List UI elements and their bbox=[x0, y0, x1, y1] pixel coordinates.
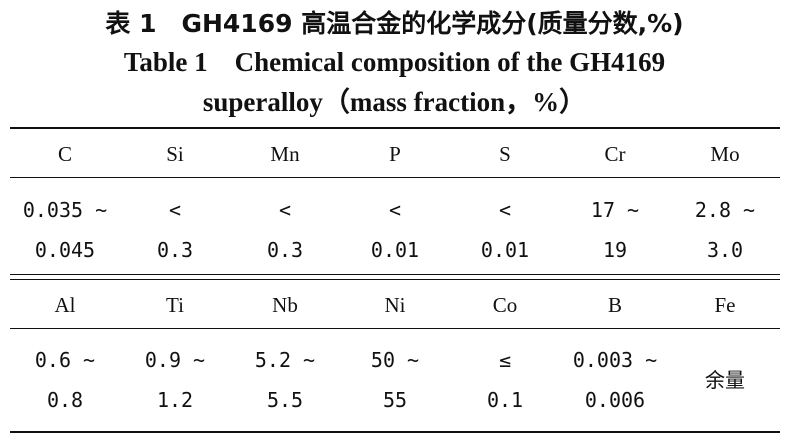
cell-line: 0.6 ~ bbox=[34, 348, 96, 372]
cell-line: 0.003 ~ bbox=[572, 348, 658, 372]
double-rule-lower bbox=[10, 279, 780, 280]
cell-line: < bbox=[388, 198, 402, 222]
cell-line: 0.1 bbox=[486, 388, 524, 412]
column-header: Co bbox=[492, 293, 518, 317]
cell-line: 余量 bbox=[705, 368, 745, 392]
column-header: Mo bbox=[710, 142, 740, 166]
header-row-2: Al Ti Nb Ni Co B Fe bbox=[10, 293, 780, 318]
table-cell: 余量 bbox=[670, 340, 780, 420]
column-header: Nb bbox=[272, 293, 298, 317]
column-header: Ti bbox=[166, 293, 184, 317]
table-cell: 0.035 ~ 0.045 bbox=[10, 190, 120, 270]
table-cell: <0.3 bbox=[230, 190, 340, 270]
header-rule-1 bbox=[10, 177, 780, 178]
cell-line: 1.2 bbox=[156, 388, 194, 412]
caption-chinese: 表 1 GH4169 高温合金的化学成分(质量分数,%) bbox=[105, 9, 684, 38]
column-header: Mn bbox=[270, 142, 300, 166]
table-cell: <0.01 bbox=[450, 190, 560, 270]
table-cell: <0.3 bbox=[120, 190, 230, 270]
cell-line: 5.2 ~ bbox=[254, 348, 316, 372]
double-rule-upper bbox=[10, 274, 780, 275]
table-cell: 0.003 ~ 0.006 bbox=[560, 340, 670, 420]
cell-line: ≤ bbox=[498, 348, 512, 372]
cell-line: 0.035 ~ bbox=[22, 198, 108, 222]
column-header: P bbox=[389, 142, 401, 166]
column-header: Cr bbox=[604, 142, 626, 166]
caption-english-line1: Table 1 Chemical composition of the GH41… bbox=[123, 47, 666, 77]
table-cell: 2.8 ~ 3.0 bbox=[670, 190, 780, 270]
value-row-2: 0.6 ~0.8 0.9 ~1.2 5.2 ~5.5 50 ~55 ≤0.1 0.003 … bbox=[10, 340, 780, 420]
cell-line: 50 ~ bbox=[370, 348, 420, 372]
bottom-rule bbox=[10, 431, 780, 433]
value-row-1: 0.035 ~0.045 <0.3 <0.3 <0.01 <0.01 17 ~19 2.8 … bbox=[10, 190, 780, 270]
column-header: S bbox=[499, 142, 511, 166]
column-header: Fe bbox=[714, 293, 736, 317]
header-row-1: C Si Mn P S Cr Mo bbox=[10, 142, 780, 167]
cell-line: 0.01 bbox=[370, 238, 420, 262]
cell-line: 2.8 ~ bbox=[694, 198, 756, 222]
header-rule-2 bbox=[10, 328, 780, 329]
cell-line: 0.01 bbox=[480, 238, 530, 262]
column-header: Si bbox=[166, 142, 184, 166]
cell-line: < bbox=[168, 198, 182, 222]
cell-line: 19 bbox=[602, 238, 628, 262]
cell-line: 55 bbox=[382, 388, 408, 412]
column-header: Al bbox=[54, 293, 76, 317]
cell-line: < bbox=[498, 198, 512, 222]
column-header: Ni bbox=[384, 293, 406, 317]
caption-english-line2: superalloy（mass fraction，%） bbox=[202, 87, 587, 117]
cell-line: 0.045 bbox=[34, 238, 96, 262]
cell-line: 0.9 ~ bbox=[144, 348, 206, 372]
cell-line: 3.0 bbox=[706, 238, 744, 262]
cell-line: < bbox=[278, 198, 292, 222]
top-rule bbox=[10, 127, 780, 129]
cell-line: 0.3 bbox=[266, 238, 304, 262]
table-cell: 0.9 ~ 1.2 bbox=[120, 340, 230, 420]
column-header: B bbox=[607, 293, 622, 317]
table-cell: 50 ~ 55 bbox=[340, 340, 450, 420]
table-cell: <0.01 bbox=[340, 190, 450, 270]
table-cell: 5.2 ~ 5.5 bbox=[230, 340, 340, 420]
cell-line: 0.3 bbox=[156, 238, 194, 262]
table-cell: 0.6 ~ 0.8 bbox=[10, 340, 120, 420]
column-header: C bbox=[57, 142, 72, 166]
cell-line: 0.8 bbox=[46, 388, 84, 412]
table-cell: ≤0.1 bbox=[450, 340, 560, 420]
cell-line: 17 ~ bbox=[590, 198, 640, 222]
cell-line: 0.006 bbox=[584, 388, 646, 412]
table-cell: 17 ~ 19 bbox=[560, 190, 670, 270]
cell-line: 5.5 bbox=[266, 388, 304, 412]
